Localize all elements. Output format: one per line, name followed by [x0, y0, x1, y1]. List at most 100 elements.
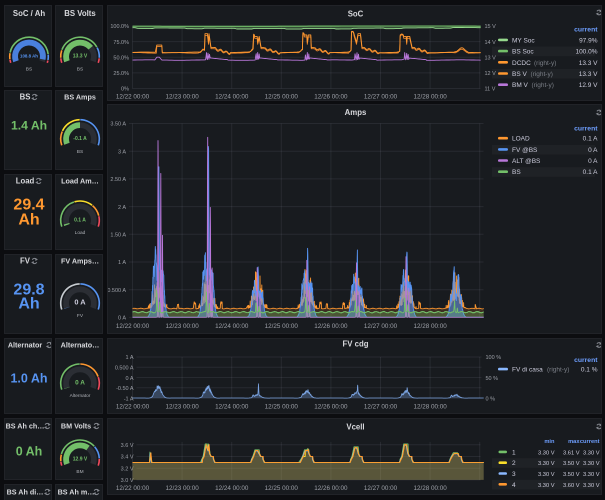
svg-text:2 A: 2 A [118, 205, 126, 211]
svg-text:3.60 V: 3.60 V [563, 482, 580, 488]
svg-text:ALT @BS: ALT @BS [512, 158, 541, 165]
svg-text:current: current [574, 126, 598, 133]
svg-text:FV di casa: FV di casa [512, 366, 543, 373]
svg-text:BS: BS [77, 66, 83, 72]
svg-text:12/22 00:00: 12/22 00:00 [115, 93, 149, 100]
svg-text:BS Ah m…: BS Ah m… [58, 487, 95, 496]
svg-text:0.500 A: 0.500 A [108, 288, 126, 294]
svg-text:3.2 V: 3.2 V [120, 466, 133, 472]
svg-text:Vcell: Vcell [346, 422, 364, 431]
svg-text:Ah: Ah [18, 211, 39, 228]
svg-text:29.8: 29.8 [13, 281, 44, 298]
svg-text:12/25 00:00: 12/25 00:00 [264, 484, 298, 491]
svg-text:13.3 V: 13.3 V [578, 60, 597, 67]
svg-text:SoC: SoC [347, 10, 363, 19]
svg-text:3.30 V: 3.30 V [583, 472, 600, 478]
svg-text:1 A: 1 A [118, 260, 126, 266]
svg-text:BS Ah di…: BS Ah di… [6, 487, 43, 496]
svg-text:12/28 00:00: 12/28 00:00 [413, 403, 447, 410]
svg-text:BS V: BS V [512, 71, 527, 78]
svg-text:0.1 A: 0.1 A [582, 136, 597, 143]
svg-text:3.6 V: 3.6 V [120, 443, 133, 449]
svg-text:0.1 A: 0.1 A [582, 169, 597, 176]
svg-text:12/27 00:00: 12/27 00:00 [363, 323, 397, 330]
svg-text:12/23 00:00: 12/23 00:00 [165, 93, 199, 100]
svg-text:12/26 00:00: 12/26 00:00 [314, 93, 348, 100]
svg-text:15 V: 15 V [484, 24, 496, 30]
svg-text:100.0%: 100.0% [575, 49, 597, 56]
svg-text:FV: FV [20, 256, 31, 265]
svg-text:3.30 V: 3.30 V [583, 482, 600, 488]
svg-text:Ah: Ah [18, 295, 39, 312]
svg-text:12/27 00:00: 12/27 00:00 [363, 403, 397, 410]
svg-text:0 A: 0 A [74, 297, 86, 306]
svg-text:0 Ah: 0 Ah [15, 444, 42, 458]
svg-text:13.3 V: 13.3 V [578, 71, 597, 78]
svg-text:max: max [568, 439, 580, 445]
svg-text:12/23 00:00: 12/23 00:00 [165, 323, 199, 330]
svg-text:-0.1 A: -0.1 A [73, 136, 87, 142]
svg-text:3.30 V: 3.30 V [583, 461, 600, 467]
svg-text:3.30 V: 3.30 V [538, 472, 555, 478]
svg-text:3.30 V: 3.30 V [583, 450, 600, 456]
svg-text:12/24 00:00: 12/24 00:00 [215, 484, 249, 491]
svg-text:12/24 00:00: 12/24 00:00 [215, 403, 249, 410]
svg-text:BM: BM [76, 469, 83, 475]
svg-text:0.1 %: 0.1 % [580, 366, 597, 373]
svg-text:current: current [574, 27, 598, 34]
svg-text:Alternato…: Alternato… [61, 340, 100, 349]
svg-text:1 A: 1 A [125, 355, 133, 361]
svg-text:0 A: 0 A [125, 375, 133, 381]
svg-text:3 A: 3 A [118, 149, 126, 155]
svg-text:SoC / Ah: SoC / Ah [12, 9, 44, 18]
svg-text:12/23 00:00: 12/23 00:00 [165, 484, 199, 491]
svg-text:0 A: 0 A [588, 147, 598, 154]
svg-text:FV Amps…: FV Amps… [61, 256, 99, 265]
svg-text:100.0%: 100.0% [110, 24, 129, 30]
svg-text:0.500 A: 0.500 A [114, 365, 133, 371]
svg-text:FV cdg: FV cdg [342, 339, 368, 348]
svg-text:12/28 00:00: 12/28 00:00 [413, 93, 447, 100]
svg-text:100 %: 100 % [485, 355, 501, 361]
svg-text:BS: BS [25, 66, 31, 72]
svg-text:13.3 V: 13.3 V [73, 54, 88, 60]
svg-text:3.0 V: 3.0 V [120, 478, 133, 484]
svg-text:12 V: 12 V [484, 71, 496, 77]
svg-text:25.0%: 25.0% [113, 71, 129, 77]
svg-text:Load: Load [75, 230, 86, 236]
svg-text:current: current [579, 439, 599, 445]
svg-text:4: 4 [512, 481, 516, 488]
svg-text:(right-y): (right-y) [531, 82, 553, 89]
svg-text:Alternator: Alternator [70, 393, 91, 399]
svg-text:BS Soc: BS Soc [512, 49, 534, 56]
svg-text:3: 3 [512, 471, 516, 478]
svg-text:BS Volts: BS Volts [64, 9, 96, 18]
svg-text:3.61 V: 3.61 V [563, 450, 580, 456]
svg-text:DCDC: DCDC [512, 60, 531, 67]
svg-text:(right-y): (right-y) [534, 60, 556, 67]
svg-text:1: 1 [512, 449, 516, 456]
svg-text:12/24 00:00: 12/24 00:00 [215, 93, 249, 100]
svg-text:-0.50 A: -0.50 A [116, 386, 134, 392]
svg-text:50 %: 50 % [485, 375, 498, 381]
svg-text:1.4 Ah: 1.4 Ah [10, 119, 46, 133]
svg-text:12/26 00:00: 12/26 00:00 [314, 484, 348, 491]
svg-text:3.4 V: 3.4 V [120, 454, 133, 460]
svg-text:0 A: 0 A [118, 316, 126, 322]
svg-text:12/28 00:00: 12/28 00:00 [413, 484, 447, 491]
svg-text:3.50 V: 3.50 V [563, 472, 580, 478]
svg-text:12.9 V: 12.9 V [578, 82, 597, 89]
svg-text:Amps: Amps [344, 108, 366, 117]
svg-text:FV @BS: FV @BS [512, 147, 538, 154]
svg-text:BS: BS [19, 93, 30, 102]
svg-text:BS: BS [512, 169, 521, 176]
svg-text:0%: 0% [121, 87, 129, 93]
svg-text:(right-y): (right-y) [547, 366, 569, 373]
svg-text:12/27 00:00: 12/27 00:00 [363, 484, 397, 491]
svg-text:current: current [574, 357, 598, 364]
svg-text:0.1 A: 0.1 A [74, 217, 86, 223]
svg-text:0 A: 0 A [588, 158, 598, 165]
svg-text:97.9%: 97.9% [579, 37, 598, 44]
svg-text:12/22 00:00: 12/22 00:00 [115, 484, 149, 491]
svg-text:(right-y): (right-y) [530, 71, 552, 78]
